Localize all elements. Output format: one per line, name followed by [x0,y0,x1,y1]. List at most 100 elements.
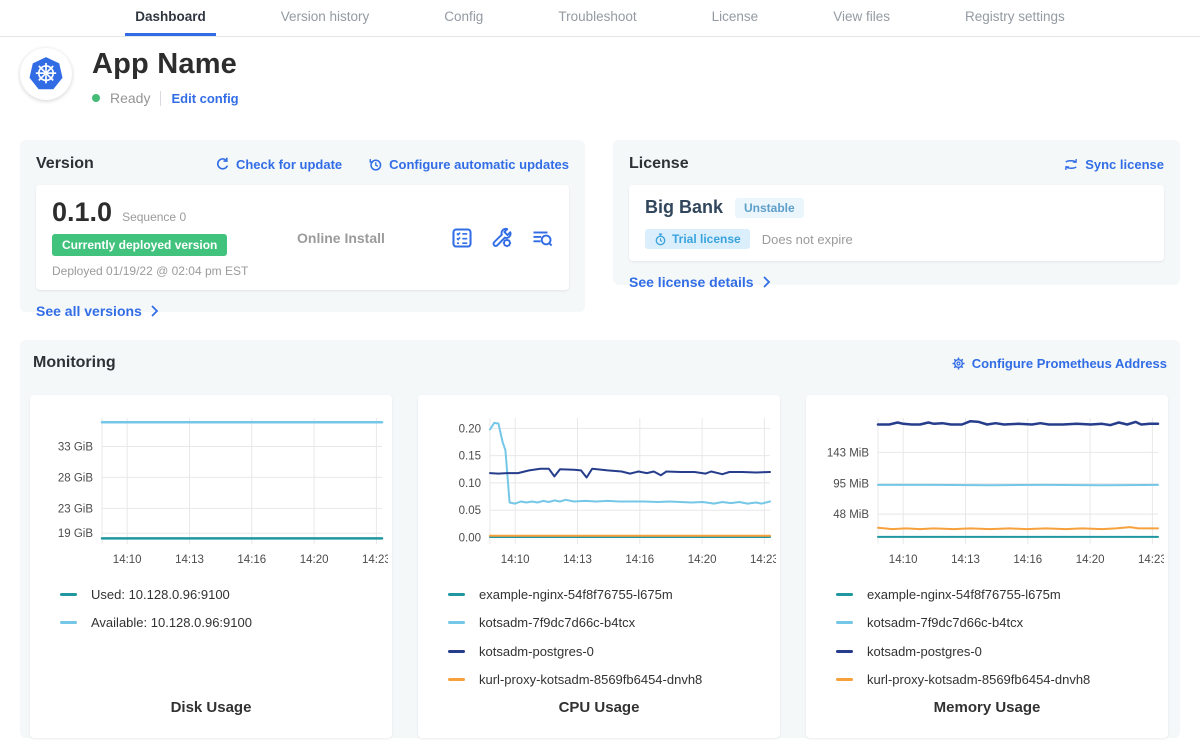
tab-license[interactable]: License [711,9,759,24]
version-number: 0.1.0 [52,197,113,227]
svg-text:0.10: 0.10 [459,478,481,490]
chart-card-cpu-usage: 0.20 0.15 0.10 0.05 0.00 14:10 14:13 14:16 14:20… [418,395,780,738]
license-card: Big Bank Unstable Trial license Does not… [629,185,1164,261]
chevron-right-icon [151,305,159,317]
legend-item: kotsadm-postgres-0 [448,637,780,666]
legend-item: example-nginx-54f8f76755-l675m [836,580,1168,609]
legend-item: Available: 10.128.0.96:9100 [60,609,392,638]
see-all-versions-link[interactable]: See all versions [36,303,159,319]
check-for-update-link[interactable]: Check for update [215,157,342,172]
legend-color-dash [836,649,853,653]
tab-troubleshoot[interactable]: Troubleshoot [558,9,637,24]
tab-config[interactable]: Config [444,9,484,24]
svg-text:0.05: 0.05 [459,505,481,517]
chart-card-memory-usage: 143 MiB 95 MiB 48 MiB 14:10 14:13 14:16 14:20 1… [806,395,1168,738]
see-license-details-link[interactable]: See license details [629,274,771,290]
svg-text:14:16: 14:16 [1013,554,1042,566]
svg-text:0.15: 0.15 [459,451,481,463]
svg-text:28 GiB: 28 GiB [58,472,93,484]
svg-text:14:10: 14:10 [889,554,918,566]
version-panel-title: Version [36,155,94,172]
status-label: Ready [110,90,151,106]
deployed-badge: Currently deployed version [52,234,228,256]
status-dot [92,94,100,102]
legend-label: kotsadm-postgres-0 [479,643,594,659]
svg-text:14:13: 14:13 [951,554,980,566]
schedule-icon [369,158,382,171]
legend-color-dash [836,592,853,596]
legend-color-dash [60,592,77,596]
svg-text:14:23: 14:23 [750,554,776,566]
tab-registry-settings[interactable]: Registry settings [964,9,1065,24]
install-type-label: Online Install [297,229,385,246]
legend-color-dash [836,621,853,625]
sync-license-link[interactable]: Sync license [1063,157,1164,172]
edit-config-link[interactable]: Edit config [171,90,239,106]
legend-label: Available: 10.128.0.96:9100 [91,615,252,631]
legend-label: kurl-proxy-kotsadm-8569fb6454-dnvh8 [867,672,1091,688]
legend-item: Used: 10.128.0.96:9100 [60,580,392,609]
channel-badge: Unstable [735,197,804,218]
divider [160,90,162,106]
chart-title: CPU Usage [558,699,640,716]
license-expiry: Does not expire [761,231,853,247]
refresh-icon [216,157,229,170]
legend-label: Used: 10.128.0.96:9100 [91,586,230,602]
svg-text:14:20: 14:20 [300,554,329,566]
monitoring-section: Monitoring Configure Prometheus Address … [20,340,1180,738]
edit-config-icon[interactable] [491,227,513,249]
legend-item: kotsadm-7f9dc7d66c-b4tcx [448,609,780,638]
chart-title: Memory Usage [933,699,1041,716]
legend-color-dash [836,678,853,682]
preflight-checks-icon[interactable] [451,227,473,249]
legend-color-dash [448,592,465,596]
svg-text:14:23: 14:23 [1138,554,1164,566]
svg-text:0.20: 0.20 [459,423,481,435]
license-panel: License Sync license Big Bank Unstable [613,140,1180,290]
chart-legend: example-nginx-54f8f76755-l675m kotsadm-7f… [448,580,780,694]
tab-view-files[interactable]: View files [833,9,890,24]
app-header: App Name Ready Edit config [20,48,239,106]
legend-label: kurl-proxy-kotsadm-8569fb6454-dnvh8 [479,672,703,688]
svg-text:48 MiB: 48 MiB [833,509,869,521]
kubernetes-logo [20,48,72,100]
svg-text:14:16: 14:16 [237,554,266,566]
chart-title: Disk Usage [170,699,252,716]
svg-text:33 GiB: 33 GiB [58,442,93,454]
legend-item: example-nginx-54f8f76755-l675m [448,580,780,609]
legend-item: kurl-proxy-kotsadm-8569fb6454-dnvh8 [448,666,780,695]
legend-color-dash [448,678,465,682]
legend-label: example-nginx-54f8f76755-l675m [867,586,1061,602]
svg-text:14:20: 14:20 [688,554,717,566]
legend-item: kotsadm-postgres-0 [836,637,1168,666]
chart-legend: Used: 10.128.0.96:9100 Available: 10.128.… [60,580,392,637]
page-title: App Name [92,48,238,80]
svg-text:95 MiB: 95 MiB [833,479,869,491]
svg-text:14:16: 14:16 [625,554,654,566]
license-panel-title: License [629,155,689,172]
version-panel: Version Check for update Configure autom… [20,140,585,319]
svg-text:0.00: 0.00 [459,533,481,545]
configure-prometheus-link[interactable]: Configure Prometheus Address [951,356,1167,371]
legend-label: kotsadm-7f9dc7d66c-b4tcx [867,615,1024,631]
tab-dashboard[interactable]: Dashboard [125,0,216,36]
charts-row: 33 GiB 28 GiB 23 GiB 19 GiB 14:10 14:13 14:16 1… [30,395,1170,738]
svg-text:23 GiB: 23 GiB [58,503,93,515]
legend-label: kotsadm-postgres-0 [867,643,982,659]
license-name: Big Bank [645,197,724,217]
tab-version-history[interactable]: Version history [280,9,370,24]
legend-color-dash [60,621,77,625]
svg-text:14:13: 14:13 [175,554,204,566]
svg-text:14:10: 14:10 [501,554,530,566]
version-sequence: Sequence 0 [122,210,187,224]
svg-text:143 MiB: 143 MiB [827,447,870,459]
configure-automatic-updates-link[interactable]: Configure automatic updates [368,157,569,172]
chart-card-disk-usage: 33 GiB 28 GiB 23 GiB 19 GiB 14:10 14:13 14:16 1… [30,395,392,738]
legend-label: kotsadm-7f9dc7d66c-b4tcx [479,615,636,631]
svg-text:19 GiB: 19 GiB [58,528,93,540]
legend-color-dash [448,649,465,653]
stopwatch-icon [655,232,666,245]
sync-icon [1065,158,1078,170]
view-logs-icon[interactable] [531,227,553,249]
chart-legend: example-nginx-54f8f76755-l675m kotsadm-7f… [836,580,1168,694]
